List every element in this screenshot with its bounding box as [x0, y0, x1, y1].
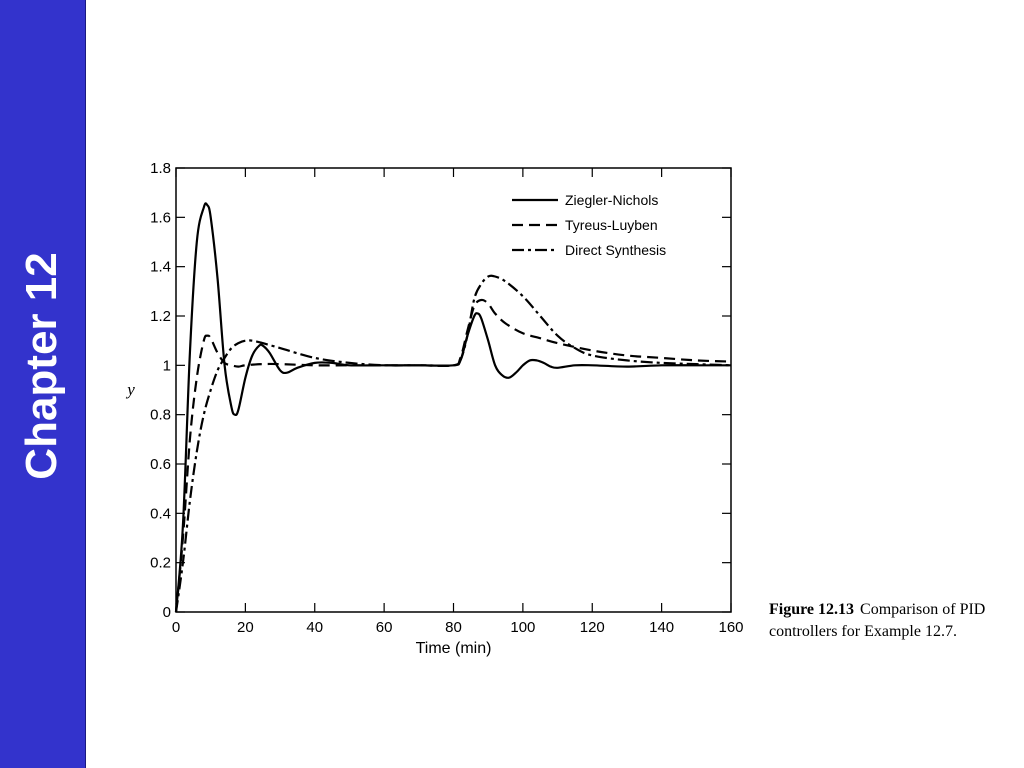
y-tick-label: 1.2: [150, 308, 171, 325]
y-tick-label: 0: [163, 604, 171, 621]
figure-caption: Figure 12.13 Comparison of PID controller…: [769, 599, 1009, 643]
x-tick-label: 140: [649, 619, 674, 636]
x-axis-label: Time (min): [416, 640, 492, 657]
x-tick-label: 60: [376, 619, 393, 636]
figure-caption-text: Comparison of PID controllers for Exampl…: [769, 601, 986, 640]
y-tick-label: 1.8: [150, 160, 171, 177]
legend-label: Direct Synthesis: [565, 242, 666, 258]
y-tick-label: 1: [163, 357, 171, 374]
figure-number: Figure 12.13: [769, 601, 855, 618]
chapter-sidebar: Chapter 12: [0, 0, 86, 768]
series-line-direct-synthesis: [174, 274, 732, 613]
y-tick-label: 1.4: [150, 259, 171, 276]
x-tick-label: 20: [237, 619, 254, 636]
y-tick-label: 0.6: [150, 456, 171, 473]
x-tick-label: 40: [306, 619, 323, 636]
x-tick-label: 80: [445, 619, 462, 636]
x-tick-label: 100: [510, 619, 535, 636]
y-tick-label: 0.8: [150, 407, 171, 424]
series-line-ziegler-nichols: [174, 202, 731, 613]
x-tick-label: 120: [580, 619, 605, 636]
legend-label: Tyreus-Luyben: [565, 217, 658, 233]
y-tick-label: 0.2: [150, 555, 171, 572]
plot-frame: [175, 167, 732, 613]
y-axis-label: y: [125, 380, 135, 399]
y-tick-label: 0.4: [150, 505, 171, 522]
x-tick-label: 160: [718, 619, 743, 636]
legend-label: Ziegler-Nichols: [565, 192, 658, 208]
y-tick-label: 1.6: [150, 209, 171, 226]
x-tick-label: 0: [172, 619, 180, 636]
